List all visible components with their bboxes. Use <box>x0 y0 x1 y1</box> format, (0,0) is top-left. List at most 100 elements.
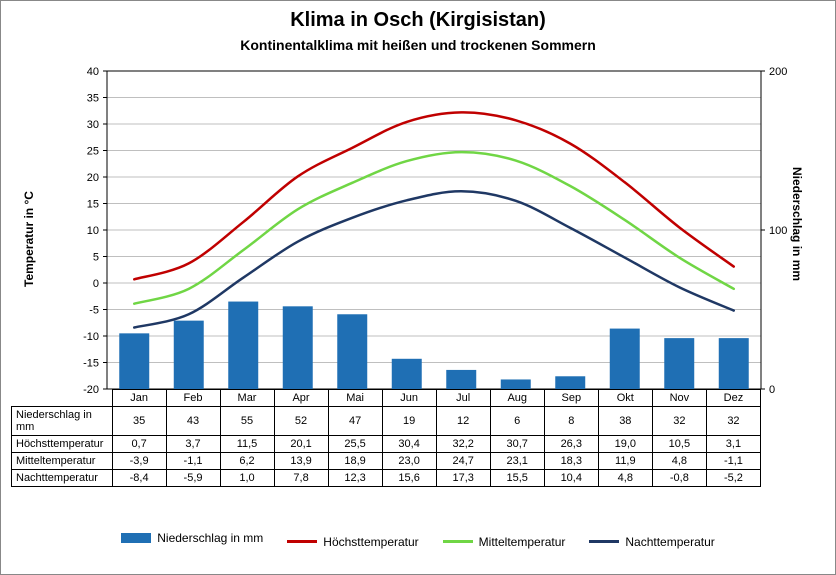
legend-item: Mitteltemperatur <box>443 535 566 549</box>
table-cell: 12,3 <box>328 470 382 487</box>
precip-bar <box>719 338 749 389</box>
legend-item: Nachttemperatur <box>589 535 714 549</box>
precip-bar <box>555 376 585 389</box>
precip-bar <box>337 314 367 389</box>
y-tick-left: 20 <box>87 172 99 184</box>
table-cell: 11,5 <box>220 436 274 453</box>
table-cell: -5,9 <box>166 470 220 487</box>
table-cell: -5,2 <box>706 470 760 487</box>
month-header: Sep <box>544 390 598 407</box>
table-cell: 55 <box>220 407 274 436</box>
table-row-label: Nachttemperatur <box>12 470 113 487</box>
table-cell: 35 <box>112 407 166 436</box>
table-cell: -1,1 <box>166 453 220 470</box>
table-cell: 19 <box>382 407 436 436</box>
table-cell: 19,0 <box>598 436 652 453</box>
legend-label: Mitteltemperatur <box>479 535 566 549</box>
table-cell: 43 <box>166 407 220 436</box>
plot-area: -20-15-10-505101520253035400100200 <box>67 66 801 394</box>
month-header: Apr <box>274 390 328 407</box>
month-header: Jun <box>382 390 436 407</box>
chart-subtitle: Kontinentalklima mit heißen und trockene… <box>1 37 835 53</box>
table-cell: 4,8 <box>652 453 706 470</box>
month-header: Jan <box>112 390 166 407</box>
month-header: Feb <box>166 390 220 407</box>
table-cell: 10,4 <box>544 470 598 487</box>
precip-bar <box>446 370 476 389</box>
high-line <box>134 112 734 279</box>
precip-bar <box>610 329 640 389</box>
chart-title: Klima in Osch (Kirgisistan) <box>1 9 835 32</box>
y-tick-right: 200 <box>769 66 787 78</box>
y-tick-right: 0 <box>769 384 775 394</box>
legend-line <box>589 540 619 543</box>
y-tick-left: 15 <box>87 199 99 211</box>
table-cell: -0,8 <box>652 470 706 487</box>
mean-line <box>134 152 734 304</box>
month-header: Aug <box>490 390 544 407</box>
precip-bar <box>174 321 204 389</box>
table-cell: 3,1 <box>706 436 760 453</box>
y-tick-left: 40 <box>87 66 99 78</box>
precip-bar <box>119 333 149 389</box>
table-cell: 32 <box>652 407 706 436</box>
legend-label: Niederschlag in mm <box>157 531 263 545</box>
legend-label: Höchsttemperatur <box>323 535 418 549</box>
y-axis-label-left: Temperatur in °C <box>22 167 36 287</box>
table-cell: 1,0 <box>220 470 274 487</box>
table-cell: 30,4 <box>382 436 436 453</box>
table-cell: -3,9 <box>112 453 166 470</box>
table-cell: 38 <box>598 407 652 436</box>
y-tick-left: 35 <box>87 93 99 105</box>
legend: Niederschlag in mm Höchsttemperatur Mittel… <box>1 531 835 549</box>
table-cell: 20,1 <box>274 436 328 453</box>
table-cell: 23,1 <box>490 453 544 470</box>
table-cell: 10,5 <box>652 436 706 453</box>
y-tick-left: 0 <box>93 278 99 290</box>
y-tick-left: -10 <box>83 331 99 343</box>
y-tick-right: 100 <box>769 225 787 237</box>
table-cell: 26,3 <box>544 436 598 453</box>
legend-item: Höchsttemperatur <box>287 535 418 549</box>
table-cell: 24,7 <box>436 453 490 470</box>
table-cell: 11,9 <box>598 453 652 470</box>
table-cell: -1,1 <box>706 453 760 470</box>
table-cell: 47 <box>328 407 382 436</box>
legend-item: Niederschlag in mm <box>121 531 263 545</box>
table-cell: 32,2 <box>436 436 490 453</box>
table-cell: 18,9 <box>328 453 382 470</box>
table-cell: 30,7 <box>490 436 544 453</box>
y-tick-left: 25 <box>87 146 99 158</box>
table-cell: -8,4 <box>112 470 166 487</box>
table-corner <box>12 390 113 407</box>
table-cell: 7,8 <box>274 470 328 487</box>
chart-container: Klima in Osch (Kirgisistan) Kontinentalk… <box>0 0 836 575</box>
table-cell: 6 <box>490 407 544 436</box>
month-header: Jul <box>436 390 490 407</box>
y-tick-left: 30 <box>87 119 99 131</box>
y-tick-left: 5 <box>93 252 99 264</box>
table-cell: 0,7 <box>112 436 166 453</box>
table-cell: 15,5 <box>490 470 544 487</box>
table-cell: 15,6 <box>382 470 436 487</box>
table-row-label: Mitteltemperatur <box>12 453 113 470</box>
table-cell: 3,7 <box>166 436 220 453</box>
table-cell: 12 <box>436 407 490 436</box>
data-table: JanFebMarAprMaiJunJulAugSepOktNovDez Nied… <box>11 389 761 487</box>
table-cell: 4,8 <box>598 470 652 487</box>
month-header: Mar <box>220 390 274 407</box>
month-header: Nov <box>652 390 706 407</box>
table-cell: 18,3 <box>544 453 598 470</box>
legend-line <box>287 540 317 543</box>
precip-bar <box>664 338 694 389</box>
precip-bar <box>228 302 258 389</box>
table-row-label: Niederschlag in mm <box>12 407 113 436</box>
precip-bar <box>392 359 422 389</box>
table-cell: 6,2 <box>220 453 274 470</box>
legend-line <box>443 540 473 543</box>
table-cell: 13,9 <box>274 453 328 470</box>
month-header: Dez <box>706 390 760 407</box>
month-header: Mai <box>328 390 382 407</box>
month-header: Okt <box>598 390 652 407</box>
y-axis-label-right: Niederschlag in mm <box>790 167 804 287</box>
